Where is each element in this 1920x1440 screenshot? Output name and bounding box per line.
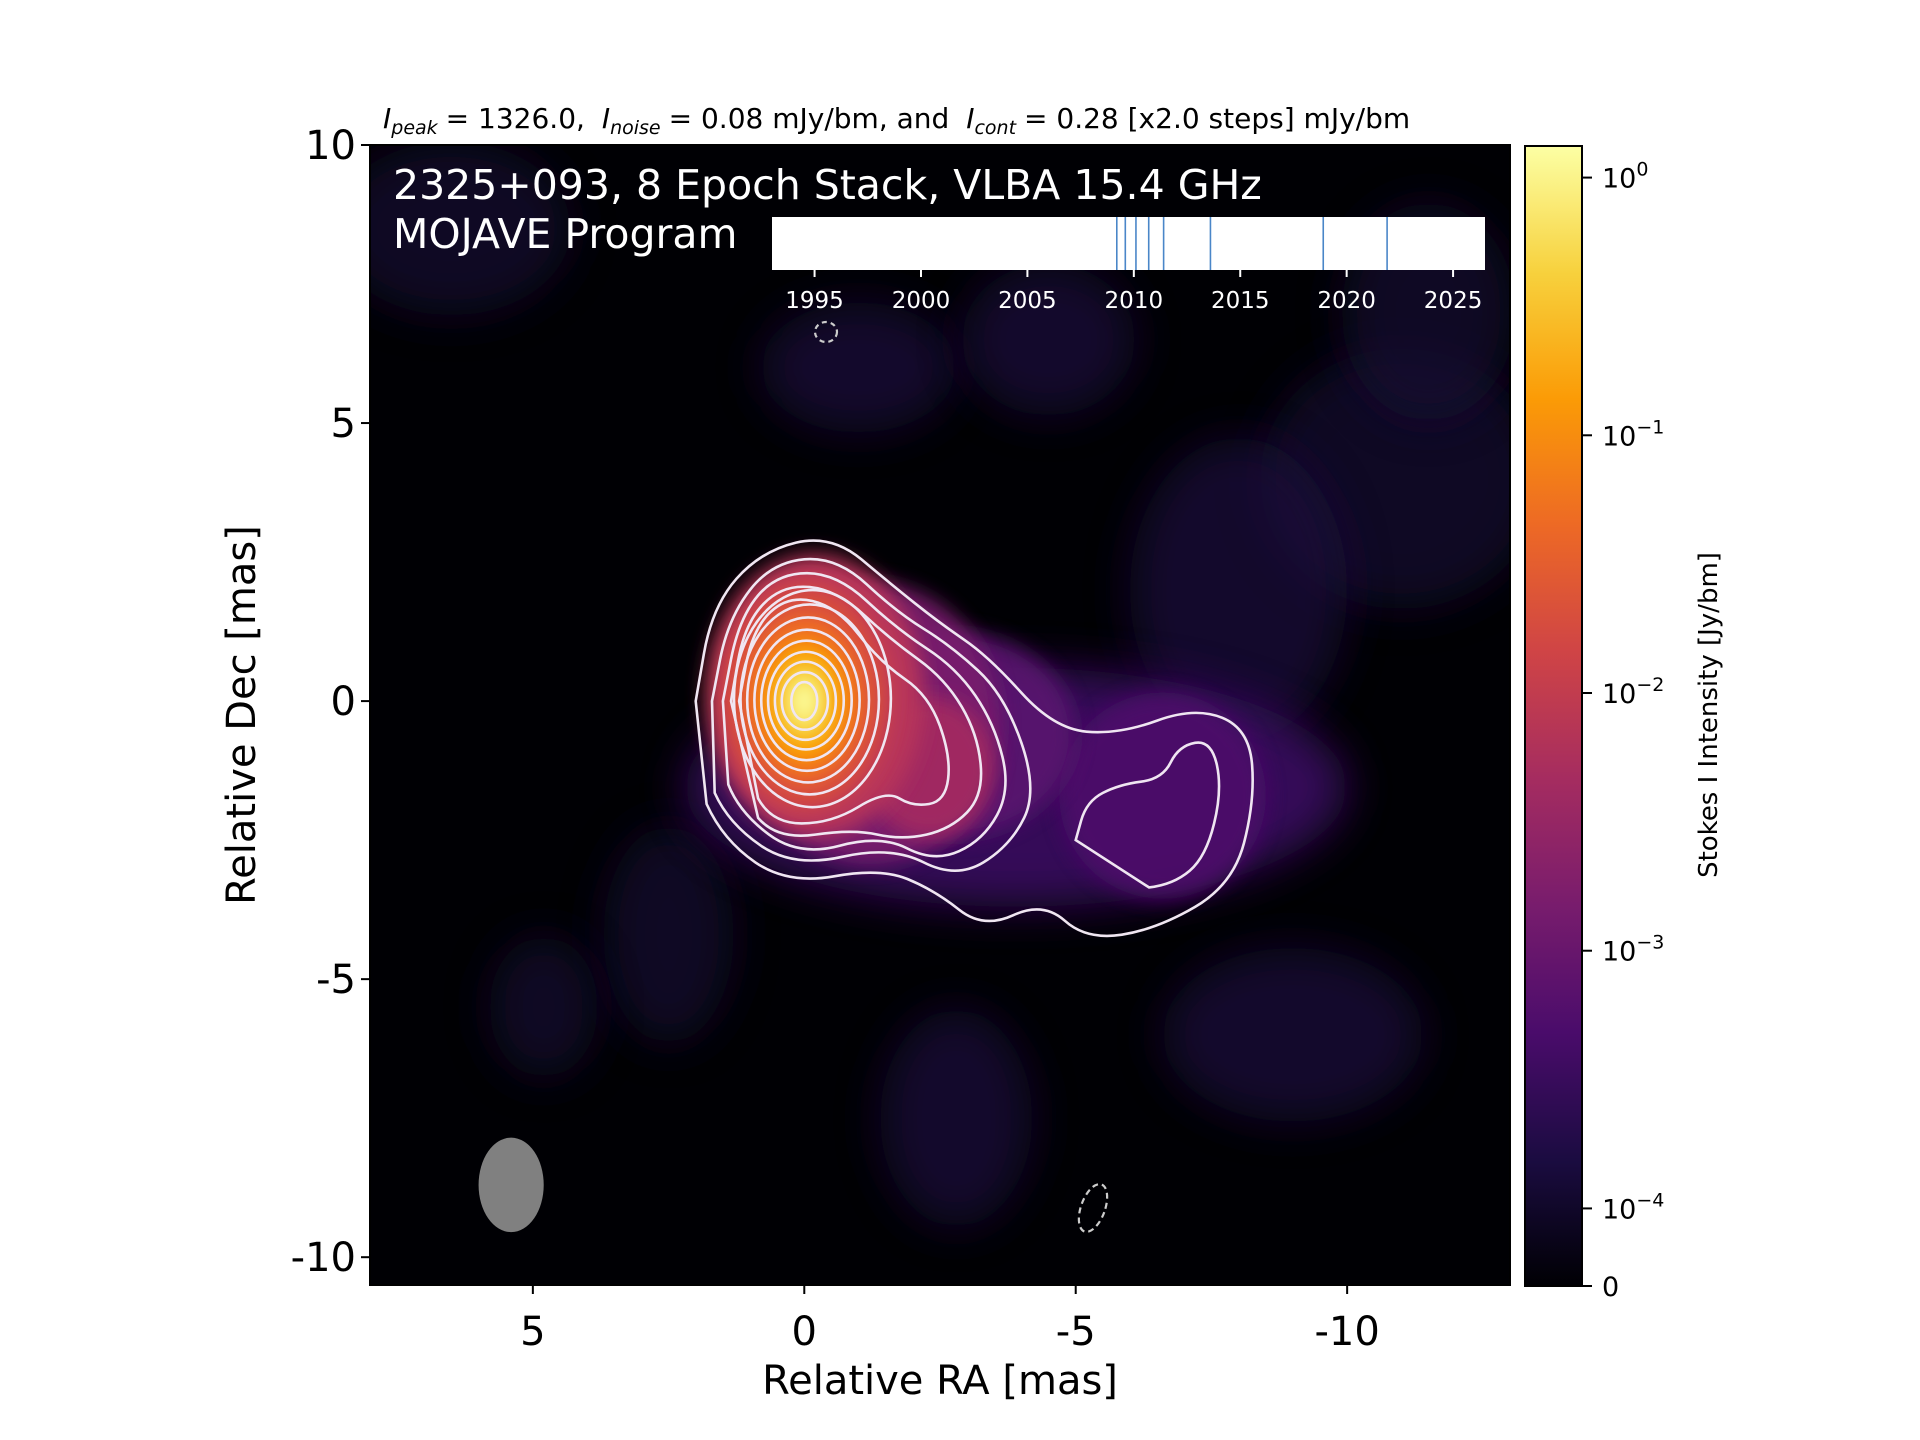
y-tick-label: 0 xyxy=(331,679,356,725)
y-tick-label: -5 xyxy=(316,957,356,1003)
image-plot: 2325+093, 8 Epoch Stack, VLBA 15.4 GHz M… xyxy=(219,123,1511,1404)
title-cont-subscript: cont xyxy=(974,117,1017,139)
title-noise-value: = 0.08 mJy/bm, and xyxy=(669,102,950,135)
epoch-axis-ticks: 1995 2000 2005 2010 2015 2020 2025 xyxy=(785,270,1482,314)
noise-patch xyxy=(603,826,734,1044)
background-noise xyxy=(370,145,1510,1227)
contour-core xyxy=(759,639,853,762)
contour-core xyxy=(745,616,871,784)
x-axis-ticks: 5 0 -5 -10 xyxy=(520,1285,1380,1355)
program-label: MOJAVE Program xyxy=(393,210,737,258)
x-tick-label: 5 xyxy=(520,1309,545,1355)
source-name-label: 2325+093, 8 Epoch Stack, VLBA 15.4 GHz xyxy=(393,161,1262,209)
chart-title: Ipeak = 1326.0, Inoise = 0.08 mJy/bm, and … xyxy=(383,102,1410,139)
title-noise-symbol: I xyxy=(602,102,610,135)
contour-core xyxy=(766,650,846,751)
y-tick-label: 5 xyxy=(331,401,356,447)
y-axis-ticks: 10 5 0 -5 -10 xyxy=(291,123,370,1281)
colorbar-tick-label: 10−4 xyxy=(1602,1189,1664,1225)
emission-layer xyxy=(1059,692,1266,899)
colorbar-tick-label: 10−2 xyxy=(1602,674,1664,710)
colorbar-tick-label: 0 xyxy=(1602,1272,1619,1303)
contour-core xyxy=(753,628,861,773)
title-cont-value: = 0.28 [x2.0 steps] mJy/bm xyxy=(1024,102,1410,135)
contour-core xyxy=(773,660,838,742)
title-cont-symbol: I xyxy=(966,102,974,135)
epoch-axis-label: 2000 xyxy=(892,288,951,314)
contour-outer-jet-knot xyxy=(1074,741,1221,889)
noise-patch xyxy=(880,1009,1033,1227)
intensity-contours xyxy=(694,539,1254,938)
plot-frame xyxy=(369,144,1511,1286)
epoch-axis-label: 2020 xyxy=(1317,288,1376,314)
colorbar-label: Stokes I Intensity [Jy/bm] xyxy=(1694,552,1724,878)
beam-ellipse xyxy=(478,1137,544,1233)
x-axis-label: Relative RA [mas] xyxy=(762,1358,1118,1404)
contour-ring xyxy=(729,585,983,839)
y-tick-label: -10 xyxy=(291,1235,356,1281)
x-tick-label: -10 xyxy=(1314,1309,1379,1355)
contour-core xyxy=(739,603,881,796)
noise-patch xyxy=(760,302,957,433)
epoch-axis-label: 2025 xyxy=(1424,288,1483,314)
epoch-timeline-inset: 1995 2000 2005 2010 2015 2020 2025 xyxy=(772,217,1485,314)
contour-core xyxy=(790,680,819,722)
noise-patch xyxy=(961,263,1136,416)
emission-layer xyxy=(790,679,818,723)
title-peak-subscript: peak xyxy=(390,117,438,139)
noise-patch xyxy=(370,145,571,316)
contour-core xyxy=(732,588,893,809)
colorbar: 100 10−1 10−2 10−3 10−4 0 Stokes I Intensity … xyxy=(1524,145,1724,1303)
contour-ring xyxy=(737,598,950,825)
epoch-marker-upper xyxy=(813,320,839,344)
y-tick-label: 10 xyxy=(305,123,356,169)
colorbar-ticks: 100 10−1 10−2 10−3 10−4 0 xyxy=(1582,159,1664,1303)
noise-patch xyxy=(1130,437,1348,742)
epoch-axis-label: 2005 xyxy=(998,288,1057,314)
epoch-axis-label: 2010 xyxy=(1105,288,1164,314)
title-peak-symbol: I xyxy=(383,102,391,135)
contour-outer xyxy=(694,539,1254,938)
noise-patch xyxy=(1162,947,1424,1122)
title-noise-subscript: noise xyxy=(610,117,661,139)
contour-core xyxy=(780,670,830,732)
contour-ring xyxy=(710,557,1032,872)
colorbar-gradient xyxy=(1524,145,1583,1287)
title-peak-value: = 1326.0, xyxy=(446,102,585,135)
x-tick-label: 0 xyxy=(792,1309,817,1355)
epoch-axis-label: 1995 xyxy=(785,288,844,314)
colorbar-tick-label: 100 xyxy=(1602,159,1648,195)
epoch-lines xyxy=(1115,217,1388,270)
colorbar-tick-label: 10−3 xyxy=(1602,932,1664,968)
epoch-timeline-box xyxy=(772,217,1485,270)
colorbar-tick-label: 10−1 xyxy=(1602,416,1664,452)
contour-ring xyxy=(721,571,1007,858)
beam xyxy=(478,1137,544,1233)
noise-patch xyxy=(489,936,598,1078)
x-tick-label: -5 xyxy=(1056,1309,1096,1355)
y-axis-label: Relative Dec [mas] xyxy=(219,525,265,905)
epoch-marker-lower xyxy=(1077,1183,1109,1233)
epoch-axis-label: 2015 xyxy=(1211,288,1270,314)
